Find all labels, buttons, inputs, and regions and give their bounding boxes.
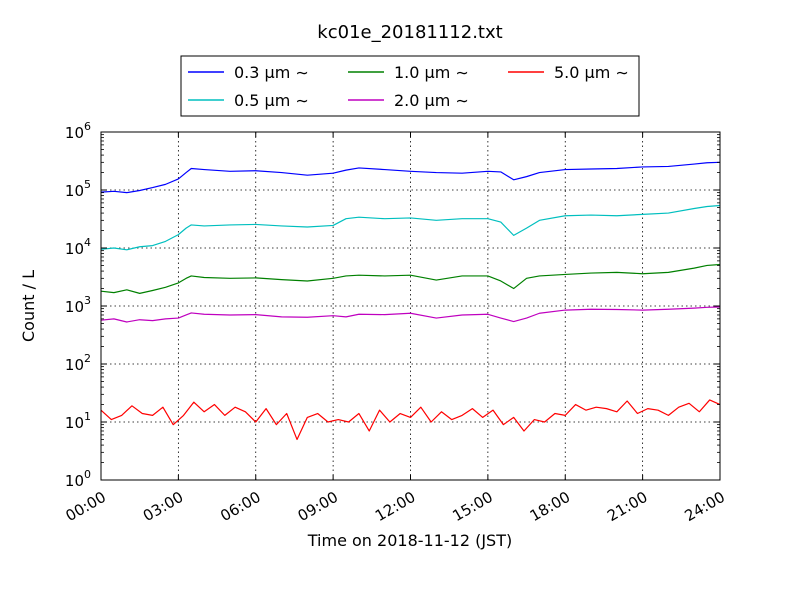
x-tick-label: 06:00	[217, 488, 263, 525]
x-tick-label: 09:00	[295, 488, 341, 525]
y-tick-label: 106	[65, 120, 91, 142]
x-axis-label: Time on 2018-11-12 (JST)	[307, 531, 512, 550]
chart-legend: 0.3 μm ∼ 0.5 μm ∼ 1.0 μm ∼ 2.0 μm ∼ 5.0 μm ∼	[180, 55, 640, 117]
chart-title: kc01e_20181112.txt	[317, 22, 502, 43]
x-tick-label: 24:00	[682, 488, 728, 525]
legend-label: 5.0 μm ∼	[554, 63, 629, 82]
legend-label: 2.0 μm ∼	[394, 91, 469, 110]
x-tick-label: 21:00	[604, 488, 650, 525]
y-tick-label: 104	[65, 236, 91, 258]
series-lines	[100, 161, 721, 441]
y-axis-label: Count / L	[19, 270, 38, 342]
axis-ticks	[100, 131, 721, 481]
legend-label: 0.5 μm ∼	[234, 91, 309, 110]
x-tick-label: 00:00	[63, 488, 109, 525]
series-line-1	[100, 204, 721, 251]
x-tick-label: 12:00	[372, 488, 418, 525]
x-tick-labels: 00:00 03:00 06:00 09:00 12:00 15:00 18:00 21:00…	[63, 488, 728, 525]
y-tick-label: 102	[65, 352, 91, 374]
series-line-3	[100, 306, 721, 323]
y-tick-label: 103	[65, 294, 91, 316]
y-tick-label: 100	[65, 468, 91, 490]
plot-area-frame	[100, 131, 721, 481]
x-tick-label: 15:00	[449, 488, 495, 525]
series-line-4	[100, 399, 721, 441]
legend-label: 1.0 μm ∼	[394, 63, 469, 82]
grid-lines	[101, 132, 720, 480]
x-tick-label: 18:00	[527, 488, 573, 525]
x-tick-label: 03:00	[140, 488, 186, 525]
legend-label: 0.3 μm ∼	[234, 63, 309, 82]
y-tick-labels: 100 101 102 103 104 105 106	[65, 120, 91, 490]
y-tick-label: 105	[65, 178, 91, 200]
legend-box	[180, 55, 640, 117]
y-tick-label: 101	[65, 410, 91, 432]
series-line-2	[100, 263, 721, 294]
series-line-0	[100, 161, 721, 194]
